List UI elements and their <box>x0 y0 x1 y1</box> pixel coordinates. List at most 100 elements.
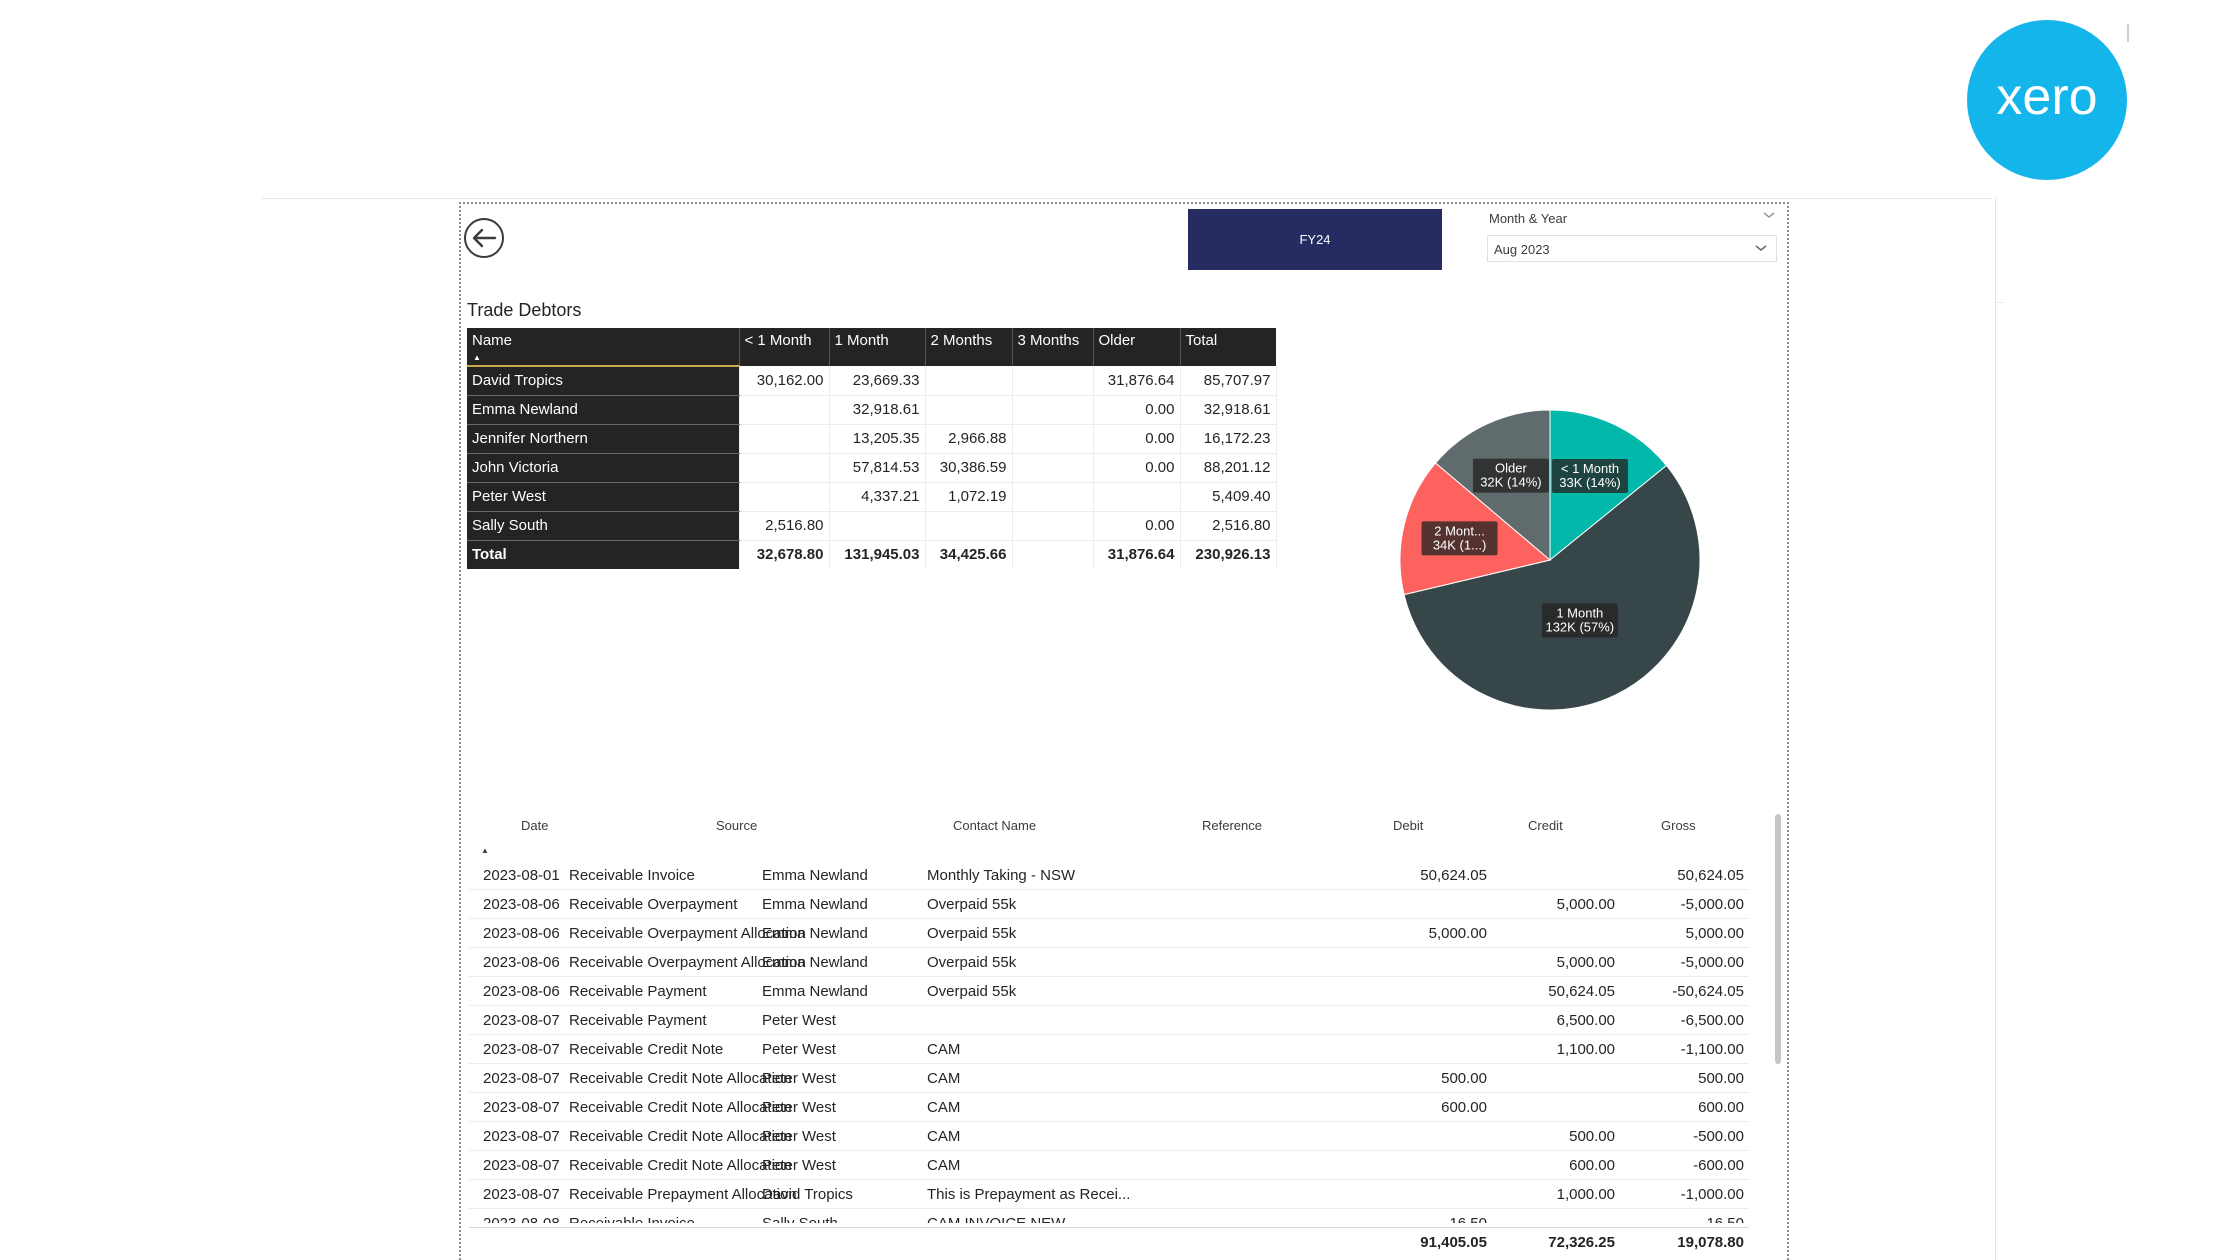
matrix-cell <box>739 395 830 425</box>
column-header-source[interactable]: Source <box>716 818 758 833</box>
dropdown-value: Aug 2023 <box>1494 242 1550 257</box>
back-button[interactable] <box>464 218 504 258</box>
column-header-credit[interactable]: Credit <box>1528 818 1563 833</box>
matrix-cell <box>1012 424 1094 454</box>
pie-label-value: 33K (14%) <box>1559 475 1620 490</box>
table-row[interactable]: 2023-08-07 Receivable Payment Peter West 6,… <box>469 1006 1749 1035</box>
table-row[interactable]: 2023-08-08 Receivable Invoice Sally South C… <box>469 1209 1749 1223</box>
debtor-name: Emma Newland <box>467 395 740 425</box>
transactions-table: Date Source Contact Name Reference Debit… <box>469 810 1749 1251</box>
date-cell: 2023-08-07 <box>483 1157 560 1174</box>
matrix-cell: 30,162.00 <box>739 366 830 396</box>
source-cell: Receivable Overpayment Allocation <box>569 925 806 942</box>
debit-cell: 600.00 <box>1441 1099 1487 1116</box>
source-cell: Receivable Credit Note Allocation <box>569 1157 792 1174</box>
matrix-cell: 5,409.40 <box>1180 482 1277 512</box>
contact-cell: Peter West <box>762 1070 836 1087</box>
matrix-row[interactable]: John Victoria 57,814.53 30,386.59 0.00 88,20… <box>467 453 1277 483</box>
table-row[interactable]: 2023-08-06 Receivable Overpayment Allocat… <box>469 948 1749 977</box>
transactions-header: Date Source Contact Name Reference Debit… <box>469 810 1749 858</box>
date-cell: 2023-08-01 <box>483 867 560 884</box>
pie-slice[interactable] <box>1403 464 1701 711</box>
matrix-cell: 16,172.23 <box>1180 424 1277 454</box>
gross-cell: 16.50 <box>1706 1215 1744 1223</box>
pie-label-category: 1 Month <box>1556 606 1603 621</box>
matrix-cell <box>1012 366 1094 396</box>
source-cell: Receivable Payment <box>569 1012 707 1029</box>
table-row[interactable]: 2023-08-06 Receivable Payment Emma Newland… <box>469 977 1749 1006</box>
trade-debtors-matrix: Name ▲ < 1 Month 1 Month 2 Months 3 Month… <box>467 328 1277 569</box>
gross-cell: -5,000.00 <box>1680 954 1744 971</box>
debit-cell: 5,000.00 <box>1428 925 1487 942</box>
sort-ascending-icon: ▲ <box>473 353 481 362</box>
matrix-cell <box>1012 395 1094 425</box>
matrix-cell: 13,205.35 <box>829 424 926 454</box>
pie-label-value: 32K (14%) <box>1480 475 1541 490</box>
chevron-down-icon[interactable] <box>1762 210 1776 220</box>
date-cell: 2023-08-06 <box>483 896 560 913</box>
column-header[interactable]: 1 Month <box>829 328 926 366</box>
reference-cell: CAM INVOICE NEW <box>927 1215 1065 1223</box>
table-row[interactable]: 2023-08-06 Receivable Overpayment Emma New… <box>469 890 1749 919</box>
matrix-row[interactable]: Jennifer Northern 13,205.35 2,966.88 0.00 16… <box>467 424 1277 454</box>
credit-cell: 500.00 <box>1569 1128 1615 1145</box>
matrix-cell <box>925 395 1013 425</box>
table-row[interactable]: 2023-08-07 Receivable Prepayment Allocati… <box>469 1180 1749 1209</box>
column-header-date[interactable]: Date <box>521 818 549 833</box>
pie-label-value: 132K (57%) <box>1545 620 1614 635</box>
column-header[interactable]: Total <box>1180 328 1276 366</box>
column-header-reference[interactable]: Reference <box>1202 818 1262 833</box>
table-row[interactable]: 2023-08-07 Receivable Credit Note Allocat… <box>469 1122 1749 1151</box>
source-cell: Receivable Invoice <box>569 867 695 884</box>
column-header-gross[interactable]: Gross <box>1661 818 1696 833</box>
month-year-dropdown[interactable]: Aug 2023 <box>1487 235 1777 262</box>
table-row[interactable]: 2023-08-06 Receivable Overpayment Allocat… <box>469 919 1749 948</box>
matrix-cell: 30,386.59 <box>925 453 1013 483</box>
fy-button[interactable]: FY24 <box>1188 209 1442 270</box>
matrix-cell: 0.00 <box>1093 453 1181 483</box>
source-cell: Receivable Credit Note Allocation <box>569 1099 792 1116</box>
column-header-debit[interactable]: Debit <box>1393 818 1424 833</box>
column-header[interactable]: 3 Months <box>1012 328 1094 366</box>
table-row[interactable]: 2023-08-07 Receivable Credit Note Peter We… <box>469 1035 1749 1064</box>
contact-cell: Peter West <box>762 1012 836 1029</box>
reference-cell: Overpaid 55k <box>927 925 1017 942</box>
column-header[interactable]: 2 Months <box>925 328 1013 366</box>
column-header[interactable]: Name ▲ <box>467 328 740 366</box>
source-cell: Receivable Payment <box>569 983 707 1000</box>
contact-cell: Peter West <box>762 1128 836 1145</box>
table-row[interactable]: 2023-08-07 Receivable Credit Note Allocat… <box>469 1064 1749 1093</box>
matrix-row[interactable]: Peter West 4,337.21 1,072.19 5,409.40 <box>467 482 1277 512</box>
matrix-cell <box>1012 453 1094 483</box>
debtor-name: Peter West <box>467 482 740 512</box>
gross-cell: -1,100.00 <box>1680 1041 1744 1058</box>
matrix-row[interactable]: Sally South 2,516.80 0.00 2,516.80 <box>467 511 1277 541</box>
column-header[interactable]: < 1 Month <box>739 328 830 366</box>
column-header-contact[interactable]: Contact Name <box>953 818 1037 833</box>
matrix-cell: 85,707.97 <box>1180 366 1277 396</box>
gross-cell: 50,624.05 <box>1677 867 1744 884</box>
column-header[interactable]: Older <box>1093 328 1181 366</box>
contact-cell: Peter West <box>762 1157 836 1174</box>
total-debit: 91,405.05 <box>1420 1234 1487 1251</box>
matrix-total-row: Total 32,678.80 131,945.03 34,425.66 31,876.… <box>467 540 1277 569</box>
transactions-scrollbar[interactable] <box>1775 814 1781 1064</box>
date-cell: 2023-08-07 <box>483 1099 560 1116</box>
debit-cell: 50,624.05 <box>1420 867 1487 884</box>
reference-cell: CAM <box>927 1099 961 1116</box>
table-row[interactable]: 2023-08-01 Receivable Invoice Emma Newland… <box>469 861 1749 890</box>
contact-cell: Sally South <box>762 1215 838 1223</box>
total-label: Total <box>467 540 740 569</box>
table-row[interactable]: 2023-08-07 Receivable Credit Note Allocat… <box>469 1093 1749 1122</box>
matrix-row[interactable]: David Tropics 30,162.00 23,669.33 31,876.64… <box>467 365 1277 396</box>
pie-data-label: 2 Mont...34K (1...) <box>1421 521 1498 556</box>
table-row[interactable]: 2023-08-07 Receivable Credit Note Allocat… <box>469 1151 1749 1180</box>
total-credit: 72,326.25 <box>1548 1234 1615 1251</box>
total-cell: 131,945.03 <box>829 540 926 569</box>
transactions-body[interactable]: 2023-08-01 Receivable Invoice Emma Newland… <box>469 861 1749 1223</box>
matrix-cell: 32,918.61 <box>1180 395 1277 425</box>
matrix-row[interactable]: Emma Newland 32,918.61 0.00 32,918.61 <box>467 395 1277 425</box>
